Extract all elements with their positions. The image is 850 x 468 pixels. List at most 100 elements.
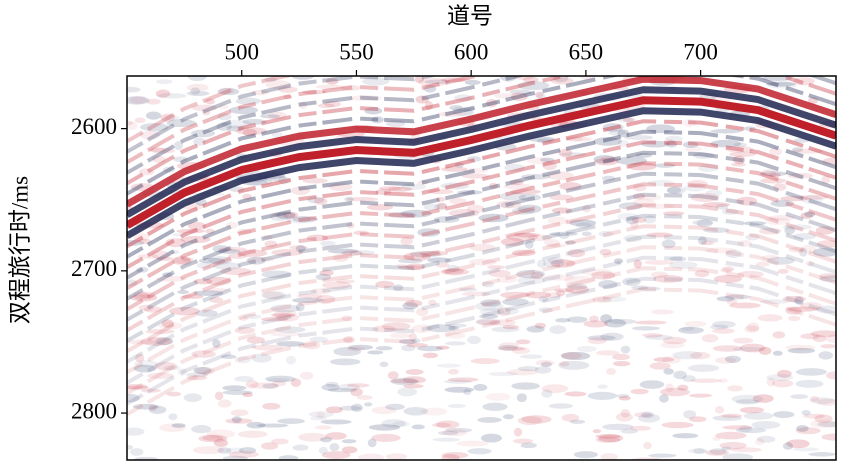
noise xyxy=(664,135,684,142)
noise xyxy=(133,364,157,373)
noise xyxy=(375,280,395,289)
noise xyxy=(154,361,178,371)
noise xyxy=(389,378,420,384)
noise xyxy=(480,433,502,443)
noise xyxy=(205,276,231,286)
noise xyxy=(722,266,735,273)
noise xyxy=(596,350,620,356)
noise xyxy=(785,306,802,315)
noise xyxy=(616,393,630,399)
noise xyxy=(139,291,156,299)
noise xyxy=(212,262,242,270)
noise xyxy=(239,316,248,321)
noise xyxy=(491,326,520,333)
noise xyxy=(732,346,765,352)
noise xyxy=(456,440,489,447)
noise xyxy=(341,85,361,91)
noise xyxy=(755,261,770,267)
noise xyxy=(325,78,339,85)
noise xyxy=(703,227,730,234)
noise xyxy=(149,147,166,153)
noise xyxy=(667,186,682,194)
noise xyxy=(640,194,662,201)
noise xyxy=(193,290,224,296)
noise xyxy=(530,271,544,280)
noise xyxy=(485,392,511,401)
noise xyxy=(569,219,597,227)
noise xyxy=(162,272,173,278)
noise xyxy=(500,202,515,209)
noise xyxy=(509,179,524,186)
noise xyxy=(612,353,630,361)
noise xyxy=(503,183,534,190)
noise xyxy=(799,301,822,311)
noise xyxy=(317,103,335,109)
noise xyxy=(500,291,531,299)
noise xyxy=(159,423,186,433)
noise xyxy=(517,204,542,214)
reflection-band xyxy=(127,266,836,396)
noise xyxy=(745,233,760,241)
noise xyxy=(536,138,553,144)
noise xyxy=(760,169,776,179)
noise xyxy=(627,162,657,171)
noise xyxy=(632,326,661,331)
noise xyxy=(502,298,529,306)
noise xyxy=(817,421,836,428)
noise xyxy=(278,176,290,185)
noise xyxy=(538,307,553,313)
noise xyxy=(616,156,648,165)
noise xyxy=(265,375,296,383)
noise xyxy=(609,318,637,325)
noise xyxy=(662,356,681,364)
noise xyxy=(709,448,727,455)
noise xyxy=(812,247,836,257)
noise xyxy=(739,406,765,414)
noise xyxy=(261,316,289,322)
noise xyxy=(437,430,459,436)
noise xyxy=(767,82,797,89)
noise xyxy=(712,345,743,352)
noise xyxy=(449,197,467,205)
noise xyxy=(302,341,321,350)
noise xyxy=(218,249,241,254)
noise xyxy=(743,221,767,226)
noise xyxy=(643,442,652,450)
noise xyxy=(758,346,772,355)
noise xyxy=(731,394,764,404)
noise xyxy=(148,404,157,411)
noise xyxy=(163,365,181,371)
noise xyxy=(411,338,421,343)
noise xyxy=(771,379,794,388)
noise xyxy=(320,437,332,443)
noise xyxy=(277,418,305,424)
noise xyxy=(632,198,656,207)
noise xyxy=(291,76,315,80)
noise xyxy=(637,286,661,291)
noise xyxy=(385,120,406,128)
noise xyxy=(231,416,242,424)
noise xyxy=(690,378,722,383)
noise xyxy=(158,321,183,330)
noise xyxy=(271,249,303,257)
noise xyxy=(127,385,150,390)
noise xyxy=(400,236,413,246)
noise xyxy=(401,344,416,352)
noise xyxy=(292,216,318,223)
noise xyxy=(234,327,256,334)
noise xyxy=(632,193,646,200)
noise xyxy=(629,425,652,431)
noise xyxy=(321,451,351,459)
noise xyxy=(463,388,472,396)
noise xyxy=(286,215,312,224)
noise xyxy=(762,76,793,81)
noise xyxy=(764,217,791,226)
noise xyxy=(371,433,401,442)
noise xyxy=(217,399,232,408)
noise xyxy=(713,274,742,283)
noise xyxy=(387,186,413,192)
noise xyxy=(129,96,147,104)
noise xyxy=(515,339,531,345)
noise xyxy=(511,346,531,355)
noise xyxy=(433,216,460,223)
